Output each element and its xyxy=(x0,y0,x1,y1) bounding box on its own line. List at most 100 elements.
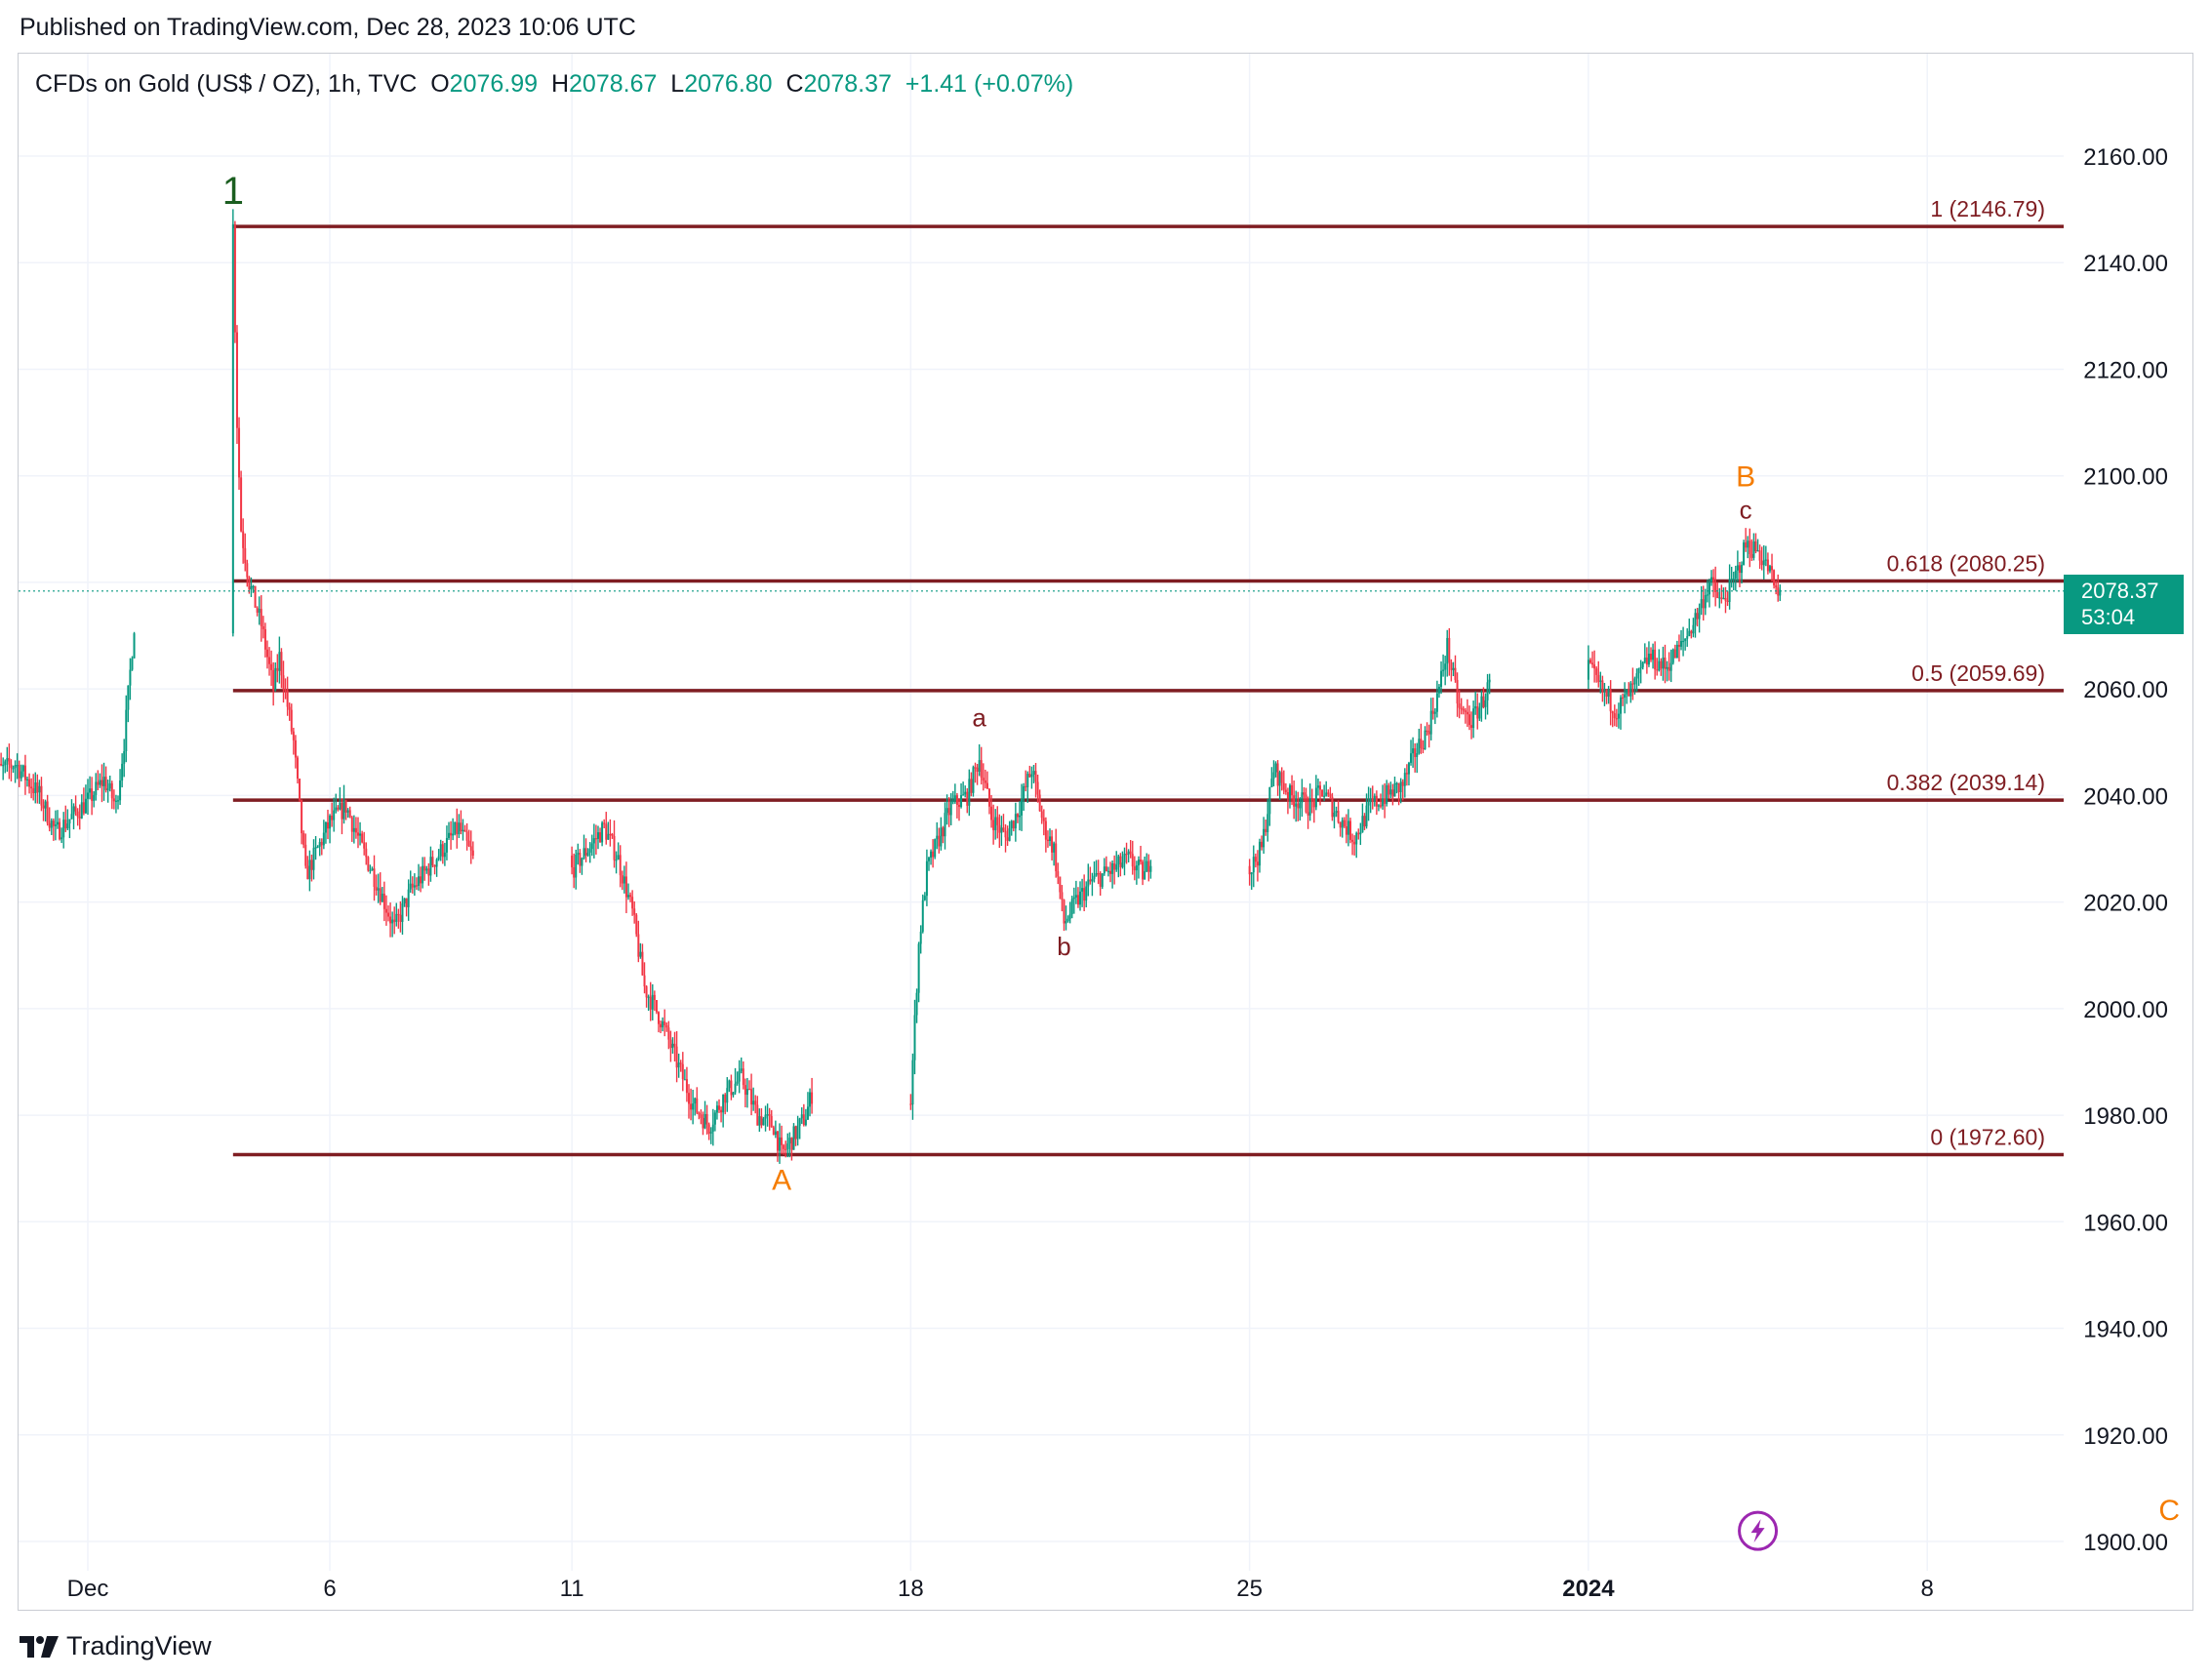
candle xyxy=(1261,835,1264,851)
candle xyxy=(108,776,111,792)
candle-body xyxy=(794,1126,797,1140)
candle-body xyxy=(790,1138,793,1150)
candle-body xyxy=(93,794,96,801)
candle xyxy=(1405,764,1408,786)
candle-body xyxy=(984,780,986,783)
candle xyxy=(1276,760,1279,796)
candle-body xyxy=(331,816,334,820)
candle-body xyxy=(1367,802,1370,806)
candle-body xyxy=(112,798,115,802)
candle xyxy=(1375,790,1378,816)
candle-body xyxy=(1692,624,1695,634)
wave-label-c[interactable]: c xyxy=(1740,495,1752,524)
candle xyxy=(617,842,620,860)
candle xyxy=(1377,804,1380,812)
candle-body xyxy=(962,794,965,796)
candle xyxy=(594,824,597,855)
candle xyxy=(1025,770,1027,792)
candle xyxy=(1106,866,1109,877)
candle-body xyxy=(732,1092,735,1096)
lightning-icon[interactable] xyxy=(1738,1510,1779,1551)
candle-body xyxy=(42,805,45,809)
candle-body xyxy=(705,1113,708,1125)
candle-body xyxy=(596,832,599,839)
candle-body xyxy=(363,842,366,849)
candle xyxy=(1049,828,1052,847)
candle-body xyxy=(1462,708,1465,711)
candle xyxy=(1063,899,1065,932)
candle xyxy=(581,857,583,875)
candle xyxy=(694,1097,697,1116)
candle-body xyxy=(1147,860,1150,872)
candle xyxy=(1274,761,1277,778)
candle-body xyxy=(1440,670,1443,687)
candle-body xyxy=(1061,892,1064,900)
candle xyxy=(1486,673,1489,715)
wave-label-b[interactable]: b xyxy=(1057,932,1070,961)
candle-body xyxy=(1688,630,1691,637)
candle xyxy=(456,808,459,849)
candle-body xyxy=(337,807,340,810)
candle xyxy=(66,809,69,831)
candle xyxy=(1738,561,1741,587)
candle-body xyxy=(272,669,275,691)
candle-body xyxy=(669,1039,672,1049)
candle-body xyxy=(12,768,15,770)
candle-body xyxy=(752,1100,755,1105)
candle-body xyxy=(324,821,327,833)
candle xyxy=(1051,829,1054,860)
candle xyxy=(645,984,648,1008)
tradingview-logo[interactable]: TradingView xyxy=(20,1631,212,1661)
candle-body xyxy=(246,563,249,578)
candle-body xyxy=(1093,875,1096,879)
candle xyxy=(50,818,53,835)
candle xyxy=(282,660,285,703)
wave-label-a[interactable]: a xyxy=(972,702,986,732)
candle-body xyxy=(586,852,589,856)
candle xyxy=(730,1074,733,1100)
candle-body xyxy=(927,858,930,861)
candle xyxy=(673,1031,676,1062)
candle-body xyxy=(726,1088,729,1103)
candle-body xyxy=(998,824,1001,833)
wave-label-B[interactable]: B xyxy=(1736,461,1755,494)
candle xyxy=(1728,564,1731,610)
candle xyxy=(696,1087,699,1115)
candle-body xyxy=(312,848,315,870)
candle xyxy=(100,764,103,803)
candle-body xyxy=(985,782,988,789)
wave-label-A[interactable]: A xyxy=(772,1165,791,1197)
candle-body xyxy=(1682,640,1685,643)
candle-body xyxy=(1722,597,1725,600)
candle xyxy=(125,695,128,763)
candle xyxy=(811,1077,814,1114)
wave-label-1[interactable]: 1 xyxy=(222,170,244,213)
candle-body xyxy=(460,822,462,832)
candle-body xyxy=(1631,683,1634,685)
candle xyxy=(1595,666,1598,683)
candle xyxy=(46,794,49,826)
candle xyxy=(294,735,297,769)
candle xyxy=(1720,584,1723,604)
candle-body xyxy=(1312,800,1315,808)
candle-body xyxy=(1424,730,1427,750)
candle-body xyxy=(779,1137,782,1151)
chart-frame[interactable] xyxy=(18,53,2193,1611)
candle xyxy=(1254,853,1257,868)
candle xyxy=(579,849,582,873)
wave-label-C[interactable]: C xyxy=(2158,1495,2180,1527)
candle xyxy=(806,1092,809,1120)
candle xyxy=(1034,762,1037,798)
low-value: 2076.80 xyxy=(684,70,773,98)
candle-body xyxy=(1758,550,1761,561)
candle-body xyxy=(409,883,412,890)
candle xyxy=(284,678,287,700)
candle-body xyxy=(339,802,342,810)
candle xyxy=(1779,584,1782,602)
candle xyxy=(976,763,979,785)
candle xyxy=(921,894,924,934)
candle xyxy=(603,819,606,828)
candle-body xyxy=(1652,649,1655,660)
candle xyxy=(369,864,372,874)
